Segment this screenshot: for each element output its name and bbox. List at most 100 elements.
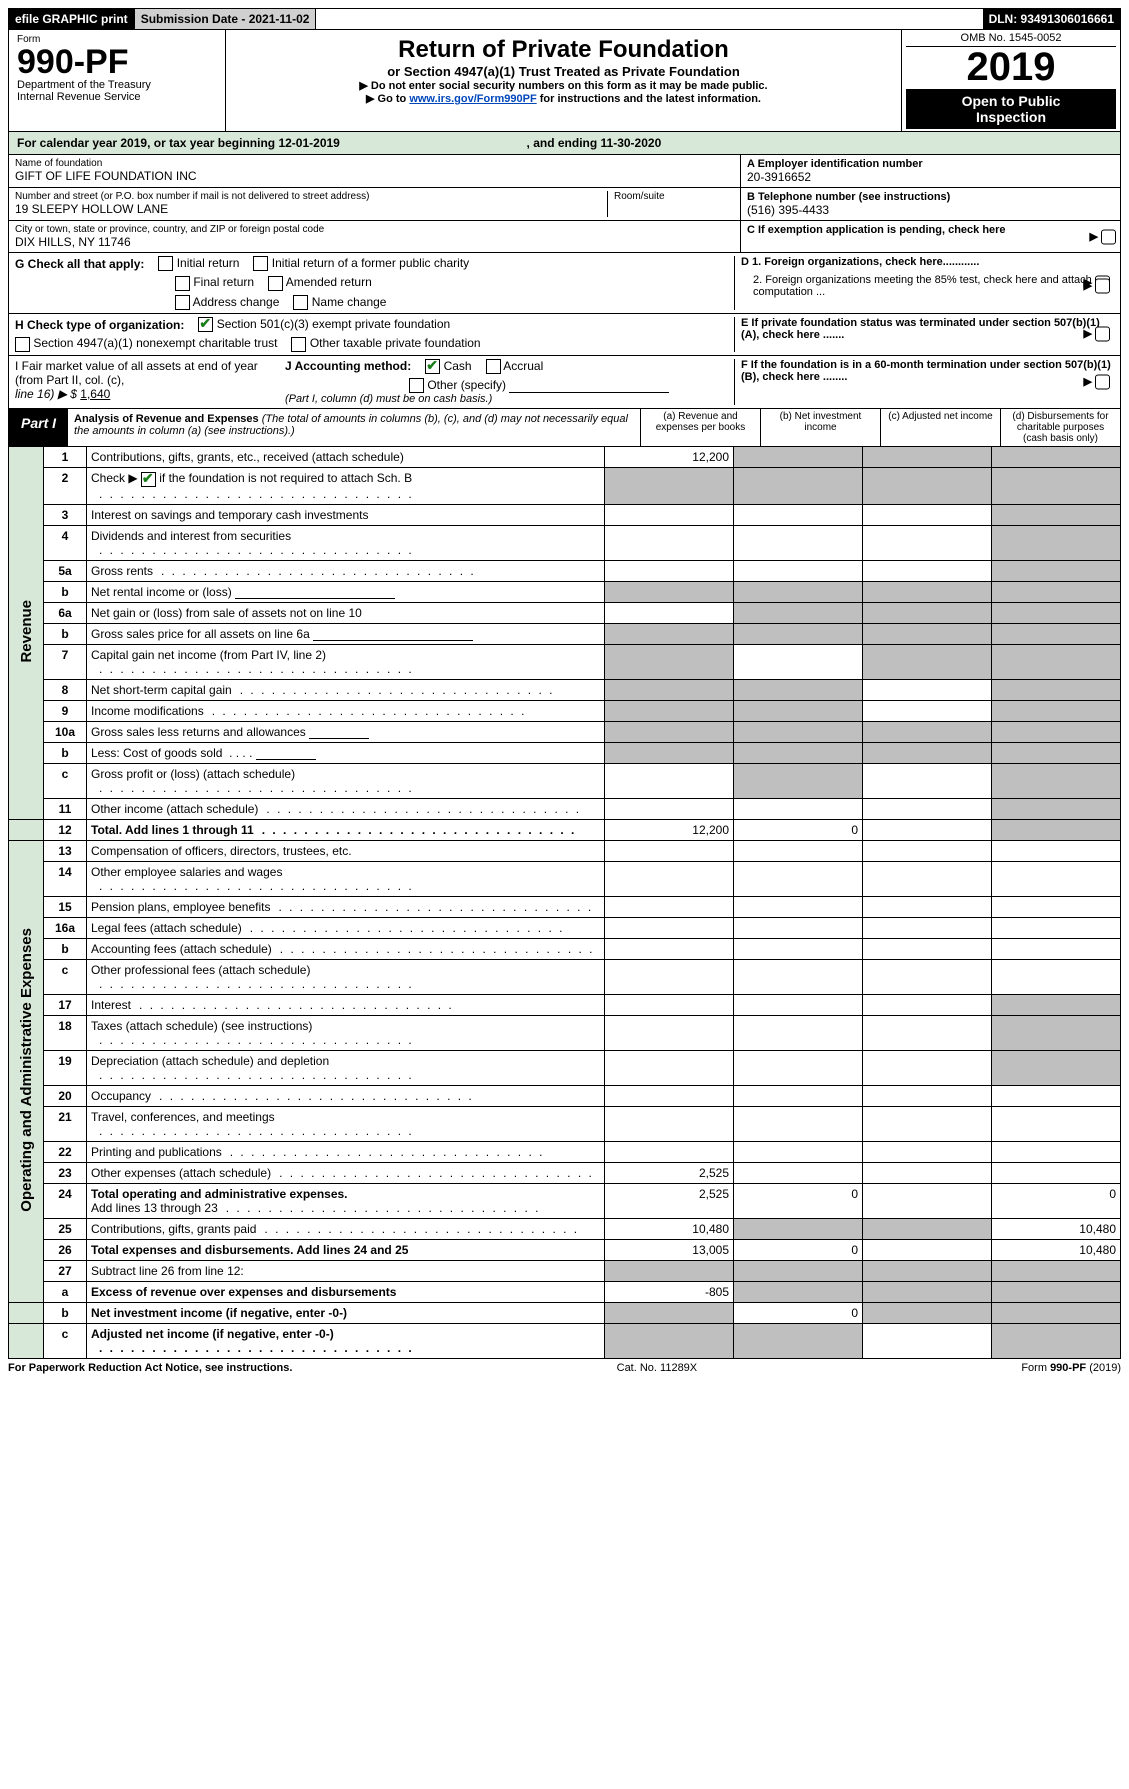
line-27c: Adjusted net income (if negative, enter …	[87, 1323, 605, 1358]
line-26-col-b: 0	[734, 1239, 863, 1260]
street-label: Number and street (or P.O. box number if…	[15, 191, 607, 202]
h-other-taxable-checkbox[interactable]	[291, 337, 306, 352]
e-checkbox[interactable]	[1095, 327, 1110, 342]
line-24-col-b: 0	[734, 1183, 863, 1218]
ein-label: A Employer identification number	[747, 158, 1114, 170]
top-bar: efile GRAPHIC print Submission Date - 20…	[8, 8, 1121, 30]
line-12-col-b: 0	[734, 819, 863, 840]
line-4: Dividends and interest from securities	[87, 525, 605, 560]
g-final-return[interactable]	[175, 276, 190, 291]
analysis-table: Revenue 1 Contributions, gifts, grants, …	[8, 447, 1121, 1358]
line-7: Capital gain net income (from Part IV, l…	[87, 644, 605, 679]
g-initial-return[interactable]	[158, 256, 173, 271]
line-10a: Gross sales less returns and allowances	[87, 721, 605, 742]
line-2: Check ▶ if the foundation is not require…	[87, 468, 605, 504]
col-a-header: (a) Revenue and expenses per books	[640, 409, 760, 446]
line-5a: Gross rents	[87, 560, 605, 581]
instructions-link[interactable]: www.irs.gov/Form990PF	[409, 93, 536, 105]
line-26: Total expenses and disbursements. Add li…	[87, 1239, 605, 1260]
line-13: Compensation of officers, directors, tru…	[87, 840, 605, 861]
h-label: H Check type of organization:	[15, 318, 184, 332]
line-5b: Net rental income or (loss)	[87, 581, 605, 602]
line-14: Other employee salaries and wages	[87, 861, 605, 896]
open-to-public-badge: Open to PublicInspection	[906, 89, 1116, 129]
form-number: 990-PF	[17, 45, 217, 79]
line-11: Other income (attach schedule)	[87, 798, 605, 819]
entity-info: Name of foundation GIFT OF LIFE FOUNDATI…	[8, 155, 1121, 253]
g-initial-former[interactable]	[253, 256, 268, 271]
line-27a-col-a: -805	[605, 1281, 734, 1302]
c-label: C If exemption application is pending, c…	[747, 224, 1006, 236]
line-27a: Excess of revenue over expenses and disb…	[87, 1281, 605, 1302]
h-501c3-checkbox[interactable]	[198, 317, 213, 332]
d1-label: D 1. Foreign organizations, check here..…	[741, 256, 979, 268]
g-label: G Check all that apply:	[15, 257, 144, 271]
room-label: Room/suite	[614, 191, 734, 202]
line-19: Depreciation (attach schedule) and deple…	[87, 1050, 605, 1085]
form-note-2: ▶ Go to www.irs.gov/Form990PF for instru…	[234, 92, 893, 105]
name-label: Name of foundation	[15, 158, 734, 169]
form-note-1: ▶ Do not enter social security numbers o…	[234, 79, 893, 92]
line-2-checkbox[interactable]	[141, 472, 156, 487]
line-25-col-a: 10,480	[605, 1218, 734, 1239]
j-accrual-checkbox[interactable]	[486, 359, 501, 374]
part1-title: Analysis of Revenue and Expenses	[74, 413, 259, 425]
line-16b: Accounting fees (attach schedule)	[87, 938, 605, 959]
line-24-col-a: 2,525	[605, 1183, 734, 1218]
line-18: Taxes (attach schedule) (see instruction…	[87, 1015, 605, 1050]
tax-year: 2019	[906, 47, 1116, 87]
j-cash-checkbox[interactable]	[425, 359, 440, 374]
form-header: Form 990-PF Department of the Treasury I…	[8, 30, 1121, 132]
line-6a: Net gain or (loss) from sale of assets n…	[87, 602, 605, 623]
line-26-col-d: 10,480	[992, 1239, 1121, 1260]
street-value: 19 SLEEPY HOLLOW LANE	[15, 202, 607, 216]
line-26-col-a: 13,005	[605, 1239, 734, 1260]
line-6b: Gross sales price for all assets on line…	[87, 623, 605, 644]
line-10b: Less: Cost of goods sold . . . .	[87, 742, 605, 763]
submission-date: Submission Date - 2021-11-02	[135, 9, 317, 29]
form-subtitle: or Section 4947(a)(1) Trust Treated as P…	[234, 64, 893, 79]
line-20: Occupancy	[87, 1085, 605, 1106]
catalog-number: Cat. No. 11289X	[617, 1362, 698, 1374]
d2-checkbox[interactable]	[1095, 279, 1110, 294]
j-note: (Part I, column (d) must be on cash basi…	[285, 393, 734, 405]
revenue-side-label: Revenue	[9, 447, 44, 819]
line-27: Subtract line 26 from line 12:	[87, 1260, 605, 1281]
line-25: Contributions, gifts, grants paid	[87, 1218, 605, 1239]
paperwork-notice: For Paperwork Reduction Act Notice, see …	[8, 1362, 292, 1374]
line-27b: Net investment income (if negative, ente…	[87, 1302, 605, 1323]
line-1: Contributions, gifts, grants, etc., rece…	[87, 447, 605, 468]
line-24: Total operating and administrative expen…	[87, 1183, 605, 1218]
line-3: Interest on savings and temporary cash i…	[87, 504, 605, 525]
c-checkbox[interactable]	[1101, 229, 1116, 244]
g-address-change[interactable]	[175, 295, 190, 310]
d2-label: 2. Foreign organizations meeting the 85%…	[753, 274, 1092, 298]
phone-label: B Telephone number (see instructions)	[747, 191, 1114, 203]
efile-print-button[interactable]: efile GRAPHIC print	[9, 9, 135, 29]
h-4947-checkbox[interactable]	[15, 337, 30, 352]
line-9: Income modifications	[87, 700, 605, 721]
line-16a: Legal fees (attach schedule)	[87, 917, 605, 938]
col-c-header: (c) Adjusted net income	[880, 409, 1000, 446]
g-name-change[interactable]	[293, 295, 308, 310]
line-17: Interest	[87, 994, 605, 1015]
dept-treasury: Department of the Treasury	[17, 79, 217, 91]
line-24-col-d: 0	[992, 1183, 1121, 1218]
f-label: F If the foundation is in a 60-month ter…	[741, 359, 1111, 383]
line-27b-col-b: 0	[734, 1302, 863, 1323]
part1-tab: Part I	[9, 409, 68, 446]
line-10c: Gross profit or (loss) (attach schedule)	[87, 763, 605, 798]
line-15: Pension plans, employee benefits	[87, 896, 605, 917]
expenses-side-label: Operating and Administrative Expenses	[9, 840, 44, 1302]
line-21: Travel, conferences, and meetings	[87, 1106, 605, 1141]
f-checkbox[interactable]	[1095, 374, 1110, 389]
j-other-checkbox[interactable]	[409, 378, 424, 393]
i-label: I Fair market value of all assets at end…	[15, 359, 265, 387]
g-amended-return[interactable]	[268, 276, 283, 291]
dln-label: DLN: 93491306016661	[983, 9, 1120, 29]
line-12: Total. Add lines 1 through 11	[87, 819, 605, 840]
part1-header: Part I Analysis of Revenue and Expenses …	[8, 409, 1121, 447]
col-b-header: (b) Net investment income	[760, 409, 880, 446]
foundation-name: GIFT OF LIFE FOUNDATION INC	[15, 169, 734, 183]
dept-irs: Internal Revenue Service	[17, 91, 217, 103]
